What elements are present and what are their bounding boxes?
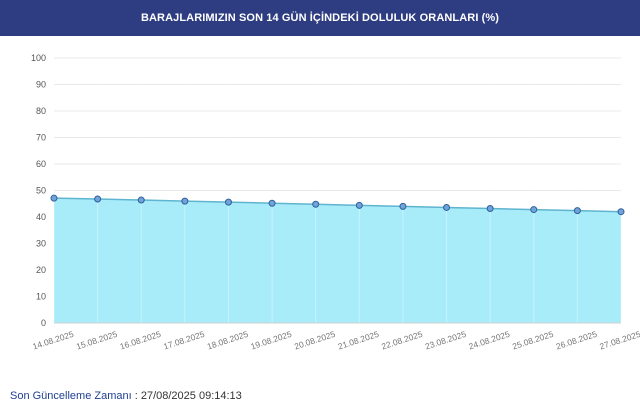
y-tick-label: 100 [31,53,46,63]
y-tick-label: 30 [36,239,46,249]
x-axis-ticks: 14.08.2025 15.08.2025 16.08.2025 17.08.2025… [31,329,640,352]
last-update-label: Son Güncelleme Zamanı [10,390,132,402]
area-series [53,58,622,324]
y-tick-label: 70 [36,133,46,143]
x-tick-label: 20.08.2025 [293,329,337,352]
y-axis-ticks: 0 10 20 30 40 50 60 70 80 90 100 [31,53,46,328]
last-update-value: 27/08/2025 09:14:13 [140,390,242,402]
x-tick-label: 19.08.2025 [249,329,293,352]
data-point [268,199,276,207]
y-tick-label: 80 [36,106,46,116]
x-tick-label: 14.08.2025 [31,329,75,352]
y-tick-label: 90 [36,80,46,90]
data-point [617,208,625,216]
data-point [312,200,320,208]
x-tick-label: 23.08.2025 [424,329,468,352]
data-point [137,196,145,204]
x-tick-label: 17.08.2025 [162,329,206,352]
x-tick-label: 24.08.2025 [467,329,511,352]
x-tick-label: 22.08.2025 [380,329,424,352]
data-point [94,195,102,203]
x-tick-label: 21.08.2025 [337,329,381,352]
y-tick-label: 40 [36,212,46,222]
x-tick-label: 25.08.2025 [511,329,555,352]
data-point [399,202,407,210]
area-fill [54,198,621,323]
x-tick-label: 27.08.2025 [598,329,640,352]
data-point [486,205,494,213]
data-point [355,201,363,209]
data-point [181,197,189,205]
x-tick-label: 26.08.2025 [555,329,599,352]
x-tick-label: 15.08.2025 [75,329,119,352]
last-update-separator: : [131,390,141,402]
y-tick-label: 20 [36,265,46,275]
y-tick-label: 0 [41,318,46,328]
y-tick-label: 60 [36,159,46,169]
data-point [573,207,581,215]
data-point [50,194,58,202]
x-tick-label: 16.08.2025 [119,329,163,352]
series-line [53,197,622,213]
data-point [530,206,538,214]
y-tick-label: 10 [36,292,46,302]
chart-title-bar: BARAJLARIMIZIN SON 14 GÜN İÇİNDEKİ DOLUL… [0,0,640,36]
x-tick-label: 18.08.2025 [206,329,250,352]
area-chart: 0 10 20 30 40 50 60 70 80 90 100 14.08.2025 15.08.2… [31,53,640,352]
data-point [224,198,232,206]
y-tick-label: 50 [36,186,46,196]
data-point [443,203,451,211]
data-points [50,194,625,216]
page-title: BARAJLARIMIZIN SON 14 GÜN İÇİNDEKİ DOLUL… [140,12,500,24]
last-update: Son Güncelleme Zamanı : 27/08/2025 09:14… [10,390,242,402]
